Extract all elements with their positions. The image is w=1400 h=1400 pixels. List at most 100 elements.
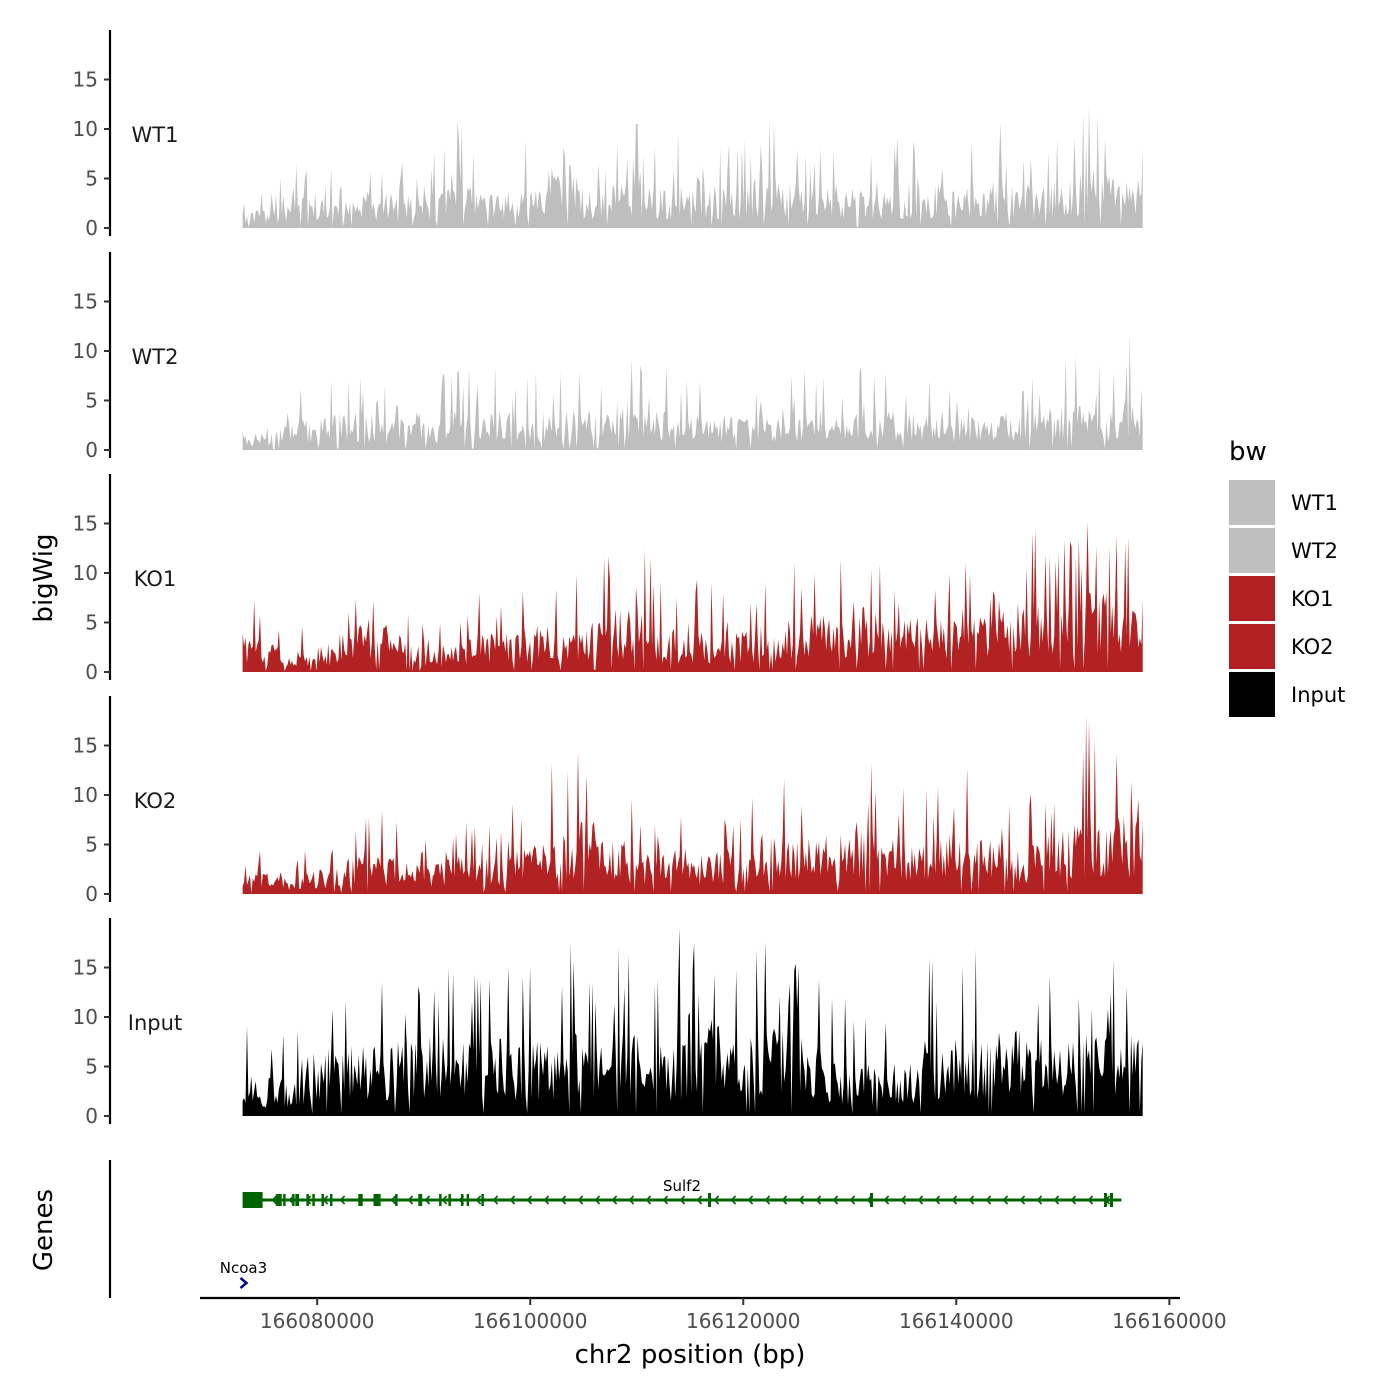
strand-arrow — [628, 1195, 635, 1205]
strand-arrow — [917, 1195, 924, 1205]
x-tick-label: 166120000 — [686, 1309, 801, 1333]
strand-arrow — [390, 1195, 397, 1205]
track-label: KO1 — [134, 567, 177, 591]
track-label: KO2 — [134, 789, 177, 813]
y-tick-label: 10 — [73, 1005, 98, 1029]
strand-arrow — [951, 1195, 958, 1205]
gene-exon — [870, 1193, 873, 1207]
gene-exon — [283, 1194, 286, 1206]
strand-arrow — [594, 1195, 601, 1205]
strand-arrow — [475, 1195, 482, 1205]
track-label: WT1 — [132, 123, 179, 147]
strand-arrow — [356, 1195, 363, 1205]
strand-arrow — [985, 1195, 992, 1205]
track-input: 0 5 10 15 Input — [73, 918, 1143, 1128]
track-wt1: 0 5 10 15 WT1 — [73, 30, 1143, 240]
track-label: WT2 — [132, 345, 179, 369]
strand-arrow — [849, 1195, 856, 1205]
strand-arrow — [934, 1195, 941, 1205]
strand-arrow — [560, 1195, 567, 1205]
strand-arrow — [696, 1195, 703, 1205]
gene-exon — [378, 1194, 381, 1206]
strand-arrow — [339, 1195, 346, 1205]
gene-exon — [418, 1194, 421, 1206]
legend-label-wt1: WT1 — [1291, 491, 1338, 515]
strand-arrow — [1087, 1195, 1094, 1205]
legend-label-ko2: KO2 — [1291, 635, 1334, 659]
gene-exon — [419, 1194, 423, 1206]
strand-arrow — [1019, 1195, 1026, 1205]
y-tick-label: 0 — [85, 438, 98, 462]
gene-label: Sulf2 — [663, 1177, 701, 1195]
y-tick-label: 15 — [73, 956, 98, 980]
legend-label-input: Input — [1291, 683, 1345, 707]
strand-arrow — [747, 1195, 754, 1205]
genes-track: Sulf2 Ncoa3 — [108, 1160, 1122, 1298]
strand-arrow — [288, 1195, 295, 1205]
track-ko1: 0 5 10 15 KO1 — [73, 474, 1143, 684]
strand-arrow — [509, 1195, 516, 1205]
gene-exon — [312, 1194, 315, 1206]
y-tick-label: 0 — [85, 882, 98, 906]
gene-exon — [358, 1194, 361, 1206]
strand-arrow — [305, 1195, 312, 1205]
strand-arrow — [815, 1195, 822, 1205]
y-tick-label: 15 — [73, 512, 98, 536]
legend-swatch-ko1 — [1229, 576, 1275, 621]
track-label: Input — [128, 1011, 182, 1035]
gene-exon — [708, 1193, 711, 1207]
gene-exon — [448, 1194, 451, 1206]
legend-swatch-wt2 — [1229, 528, 1275, 573]
bigwig-tracks: 0 5 10 15 WT1 0 5 10 15 WT2 0 5 10 15 KO1 0 5 10 15 KO2 0 5 10… — [73, 30, 1143, 1128]
gene-exon — [439, 1194, 442, 1206]
strand-arrow — [1070, 1195, 1077, 1205]
x-tick-label: 166160000 — [1112, 1309, 1227, 1333]
x-axis: 166080000 166100000 166120000 166140000 1661… — [200, 1296, 1227, 1333]
y-tick-label: 5 — [85, 1055, 98, 1079]
strand-arrow — [866, 1195, 873, 1205]
gene-exon — [375, 1194, 379, 1206]
legend-label-ko1: KO1 — [1291, 587, 1334, 611]
strand-arrow — [239, 1277, 249, 1289]
gene-exon — [296, 1194, 300, 1206]
strand-arrow — [322, 1195, 329, 1205]
gene-exon — [295, 1194, 298, 1206]
strand-arrow — [526, 1195, 533, 1205]
strand-arrow — [1002, 1195, 1009, 1205]
gene-exon — [466, 1194, 470, 1206]
y-tick-label: 15 — [73, 290, 98, 314]
strand-arrow — [798, 1195, 805, 1205]
x-tick-label: 166100000 — [473, 1309, 588, 1333]
strand-arrow — [577, 1195, 584, 1205]
y-tick-label: 0 — [85, 660, 98, 684]
strand-arrow — [968, 1195, 975, 1205]
signal-area-input — [242, 927, 1143, 1116]
gene-exon — [292, 1194, 295, 1206]
signal-area-wt2 — [242, 334, 1143, 450]
track-ko2: 0 5 10 15 KO2 — [73, 696, 1143, 906]
strand-arrow — [1036, 1195, 1043, 1205]
gene-exon — [242, 1192, 263, 1208]
gene-exon — [481, 1194, 484, 1206]
strand-arrow — [407, 1195, 414, 1205]
strand-arrow — [458, 1195, 465, 1205]
strand-arrow — [271, 1195, 278, 1205]
strand-arrow — [1053, 1195, 1060, 1205]
gene-exon — [395, 1194, 398, 1206]
gene-exon — [279, 1194, 282, 1206]
strand-arrow — [1104, 1195, 1111, 1205]
strand-arrow — [645, 1195, 652, 1205]
legend-label-wt2: WT2 — [1291, 539, 1338, 563]
track-wt2: 0 5 10 15 WT2 — [73, 252, 1143, 462]
y-tick-label: 5 — [85, 389, 98, 413]
strand-arrow — [611, 1195, 618, 1205]
x-tick-label: 166080000 — [260, 1309, 375, 1333]
legend-title: bw — [1229, 437, 1267, 467]
legend-swatch-input — [1229, 672, 1275, 717]
y-tick-label: 0 — [85, 216, 98, 240]
strand-arrow — [492, 1195, 499, 1205]
gene-exon — [460, 1194, 464, 1206]
legend: bw WT1 WT2 KO1 KO2 Input — [1229, 437, 1345, 717]
legend-swatch-ko2 — [1229, 624, 1275, 669]
gene-exon — [275, 1194, 279, 1206]
